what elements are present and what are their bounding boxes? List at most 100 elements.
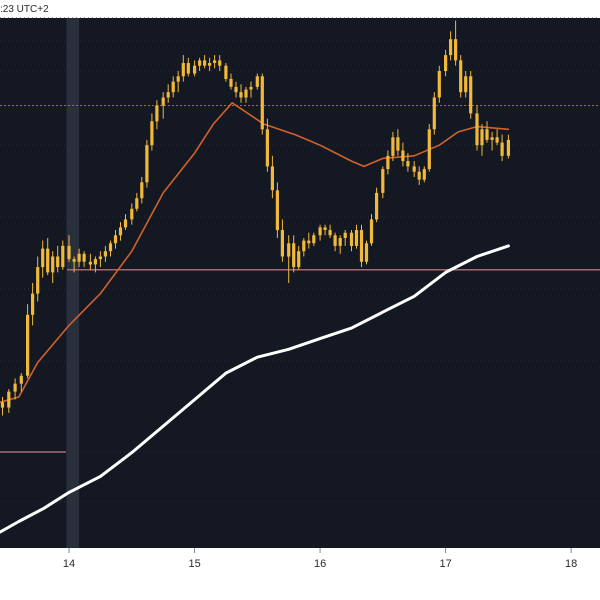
candle xyxy=(333,232,337,252)
candle-body xyxy=(176,76,180,82)
candle xyxy=(401,142,405,167)
candle xyxy=(229,73,233,90)
candle xyxy=(155,100,159,130)
x-axis-strip xyxy=(0,548,600,600)
candle xyxy=(323,224,327,236)
candle-body xyxy=(275,190,279,231)
candle xyxy=(375,187,379,223)
candle xyxy=(280,219,284,262)
candle-body xyxy=(82,253,86,262)
x-tick-label: 17 xyxy=(439,558,451,570)
candle xyxy=(218,55,222,71)
candle xyxy=(186,57,190,77)
candle xyxy=(61,240,65,270)
candle-body xyxy=(46,248,50,273)
candle-body xyxy=(150,121,154,146)
candle xyxy=(292,235,296,273)
candle-body xyxy=(480,129,484,146)
candle-body xyxy=(239,92,243,98)
candle xyxy=(19,373,23,392)
moving-average-long xyxy=(0,244,510,534)
candle xyxy=(249,81,253,98)
candle xyxy=(307,232,311,249)
candle xyxy=(459,55,463,98)
candle xyxy=(270,155,274,199)
candle-body xyxy=(312,235,316,244)
candle-body xyxy=(464,76,468,93)
candle xyxy=(88,253,92,270)
candle-body xyxy=(135,198,139,209)
candle-body xyxy=(26,314,30,376)
candle xyxy=(490,131,494,151)
candle xyxy=(391,131,395,162)
candle xyxy=(103,245,107,262)
candle xyxy=(449,31,453,61)
candle-body xyxy=(224,65,228,79)
candle xyxy=(108,240,113,257)
candle-body xyxy=(67,245,71,260)
candle-body xyxy=(218,60,222,66)
horizontal-level-lines xyxy=(0,104,600,453)
candle xyxy=(454,20,458,66)
candle xyxy=(287,235,291,283)
candle-body xyxy=(391,137,395,156)
candle-body xyxy=(270,166,274,191)
candle-body xyxy=(72,259,76,262)
x-tick-label: 15 xyxy=(188,558,200,570)
candle-body xyxy=(51,256,55,273)
candle xyxy=(176,71,180,93)
candle-body xyxy=(469,76,473,114)
candle-body xyxy=(161,97,165,106)
candle xyxy=(113,230,118,249)
candle xyxy=(72,256,76,273)
candle-body xyxy=(506,139,510,156)
candle xyxy=(77,248,81,268)
candle xyxy=(150,113,154,151)
candle-body xyxy=(333,235,337,246)
candle-body xyxy=(307,240,311,244)
candle xyxy=(343,230,347,246)
candle-body xyxy=(113,235,118,244)
candle xyxy=(364,240,369,265)
candle-body xyxy=(260,76,264,130)
candle xyxy=(354,224,359,249)
candle xyxy=(469,71,473,119)
grid-lines xyxy=(0,17,600,503)
candle xyxy=(480,124,484,156)
candle xyxy=(13,378,17,400)
candle-body xyxy=(349,232,354,246)
candle xyxy=(213,55,217,69)
candle-body xyxy=(396,137,400,151)
candle xyxy=(67,235,71,262)
candle xyxy=(98,251,102,268)
candle-body xyxy=(0,402,5,408)
candle xyxy=(265,118,269,172)
candle xyxy=(412,161,416,177)
candle xyxy=(36,256,40,302)
candle xyxy=(145,139,149,188)
candle-body xyxy=(297,251,301,268)
candle-body xyxy=(287,243,291,257)
candle xyxy=(318,224,322,241)
candle xyxy=(82,251,86,268)
candle xyxy=(41,240,45,278)
candle-body xyxy=(19,375,23,384)
candle-body xyxy=(444,55,448,71)
candle-body xyxy=(208,63,212,66)
candle-body xyxy=(145,145,149,183)
candle-body xyxy=(181,63,185,77)
candle-body xyxy=(280,230,284,257)
candle xyxy=(26,304,30,379)
candle-body xyxy=(386,155,390,170)
candle-body xyxy=(61,245,65,268)
candle-body xyxy=(193,65,197,74)
candle-body xyxy=(13,383,17,392)
candle-body xyxy=(454,39,458,61)
candle-body xyxy=(171,81,175,93)
candle xyxy=(349,230,354,252)
candle xyxy=(386,150,390,175)
plot-area xyxy=(0,18,600,548)
candle-body xyxy=(401,150,405,162)
candle xyxy=(475,105,479,151)
